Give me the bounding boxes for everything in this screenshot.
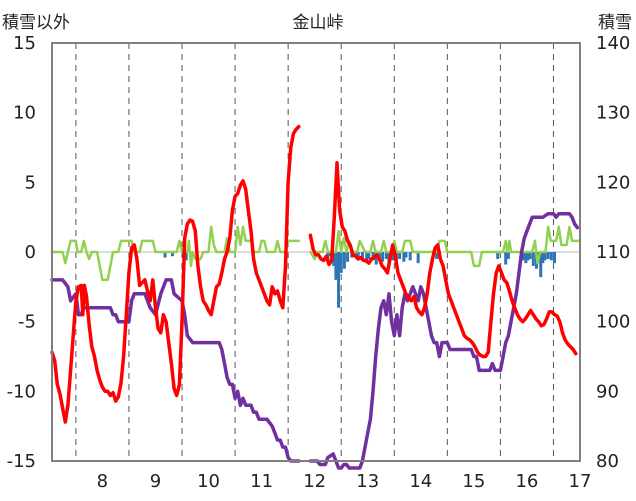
precip-bar bbox=[398, 252, 402, 259]
x-tick-label: 16 bbox=[515, 471, 538, 492]
left-axis-label: 積雪以外 bbox=[2, 13, 70, 33]
left-tick-label: 15 bbox=[13, 33, 36, 54]
left-axis-ticks: 15 10 5 0 -5 -10 -15 bbox=[7, 33, 36, 472]
precip-bar bbox=[391, 252, 395, 261]
precip-bar bbox=[332, 252, 336, 266]
x-tick-label: 13 bbox=[356, 471, 379, 492]
precip-bar bbox=[360, 252, 364, 261]
snow-depth-line-2 bbox=[308, 211, 580, 470]
precip-bar bbox=[506, 252, 510, 259]
x-tick-label: 11 bbox=[250, 471, 273, 492]
precip-bar bbox=[521, 252, 525, 261]
right-tick-label: 110 bbox=[596, 242, 630, 263]
precip-bar bbox=[367, 252, 371, 259]
precip-bar bbox=[526, 252, 530, 261]
precip-bar bbox=[337, 252, 341, 308]
precip-bar bbox=[184, 252, 188, 261]
left-tick-label: -5 bbox=[18, 312, 36, 333]
temperature-line-2 bbox=[308, 161, 578, 359]
precip-bar bbox=[435, 252, 439, 259]
precip-bar bbox=[541, 252, 545, 264]
precip-bar bbox=[524, 252, 528, 264]
temperature-line-1 bbox=[50, 124, 301, 424]
precip-bar bbox=[381, 252, 385, 262]
precip-bar bbox=[553, 252, 557, 264]
precip-bar bbox=[416, 252, 420, 264]
precip-bar bbox=[384, 252, 388, 259]
right-axis-label: 積雪 bbox=[598, 13, 632, 33]
right-tick-label: 100 bbox=[596, 312, 630, 333]
precip-bar bbox=[539, 252, 543, 278]
x-tick-label: 8 bbox=[97, 471, 108, 492]
precip-bar bbox=[354, 252, 358, 257]
chart-title: 金山峠 bbox=[293, 13, 344, 33]
x-tick-label: 17 bbox=[569, 471, 592, 492]
precip-bar bbox=[543, 252, 547, 261]
precip-bar bbox=[163, 252, 167, 258]
x-tick-label: 15 bbox=[462, 471, 485, 492]
precip-bar bbox=[356, 252, 360, 259]
precip-bar bbox=[549, 252, 553, 261]
precip-bar bbox=[496, 252, 500, 259]
left-tick-label: 10 bbox=[13, 103, 36, 124]
right-tick-label: 130 bbox=[596, 103, 630, 124]
left-tick-label: -15 bbox=[7, 451, 36, 472]
x-axis-ticks: 8 9 10 11 12 13 14 15 16 17 bbox=[97, 471, 592, 492]
precip-bar bbox=[402, 252, 406, 262]
right-tick-label: 80 bbox=[596, 451, 619, 472]
precip-bar bbox=[342, 252, 346, 269]
precip-bar bbox=[339, 252, 343, 273]
right-tick-label: 140 bbox=[596, 33, 630, 54]
precip-bar bbox=[346, 252, 350, 262]
precip-bar bbox=[170, 252, 174, 257]
precip-bar bbox=[531, 252, 535, 266]
precip-bar bbox=[546, 252, 550, 259]
left-tick-label: -10 bbox=[7, 381, 36, 402]
precip-bar bbox=[365, 252, 369, 264]
plot-frame bbox=[51, 42, 581, 462]
precip-bar bbox=[374, 252, 378, 265]
precip-bar bbox=[334, 252, 338, 280]
right-axis-ticks: 140 130 120 110 100 90 80 bbox=[596, 33, 630, 472]
wind-line-2 bbox=[309, 225, 582, 268]
right-tick-label: 90 bbox=[596, 381, 619, 402]
wind-line-1 bbox=[50, 225, 301, 282]
left-tick-label: 0 bbox=[25, 242, 36, 263]
precip-bar bbox=[528, 252, 532, 259]
precip-bar bbox=[408, 252, 412, 261]
precip-bar bbox=[504, 252, 508, 265]
precip-bar bbox=[377, 252, 381, 258]
precip-bar bbox=[404, 252, 408, 258]
plot-marks bbox=[50, 124, 582, 470]
x-tick-label: 14 bbox=[409, 471, 432, 492]
x-tick-label: 9 bbox=[150, 471, 161, 492]
x-tick-label: 10 bbox=[197, 471, 220, 492]
right-tick-label: 120 bbox=[596, 172, 630, 193]
left-tick-label: 5 bbox=[25, 172, 36, 193]
x-tick-label: 12 bbox=[303, 471, 326, 492]
